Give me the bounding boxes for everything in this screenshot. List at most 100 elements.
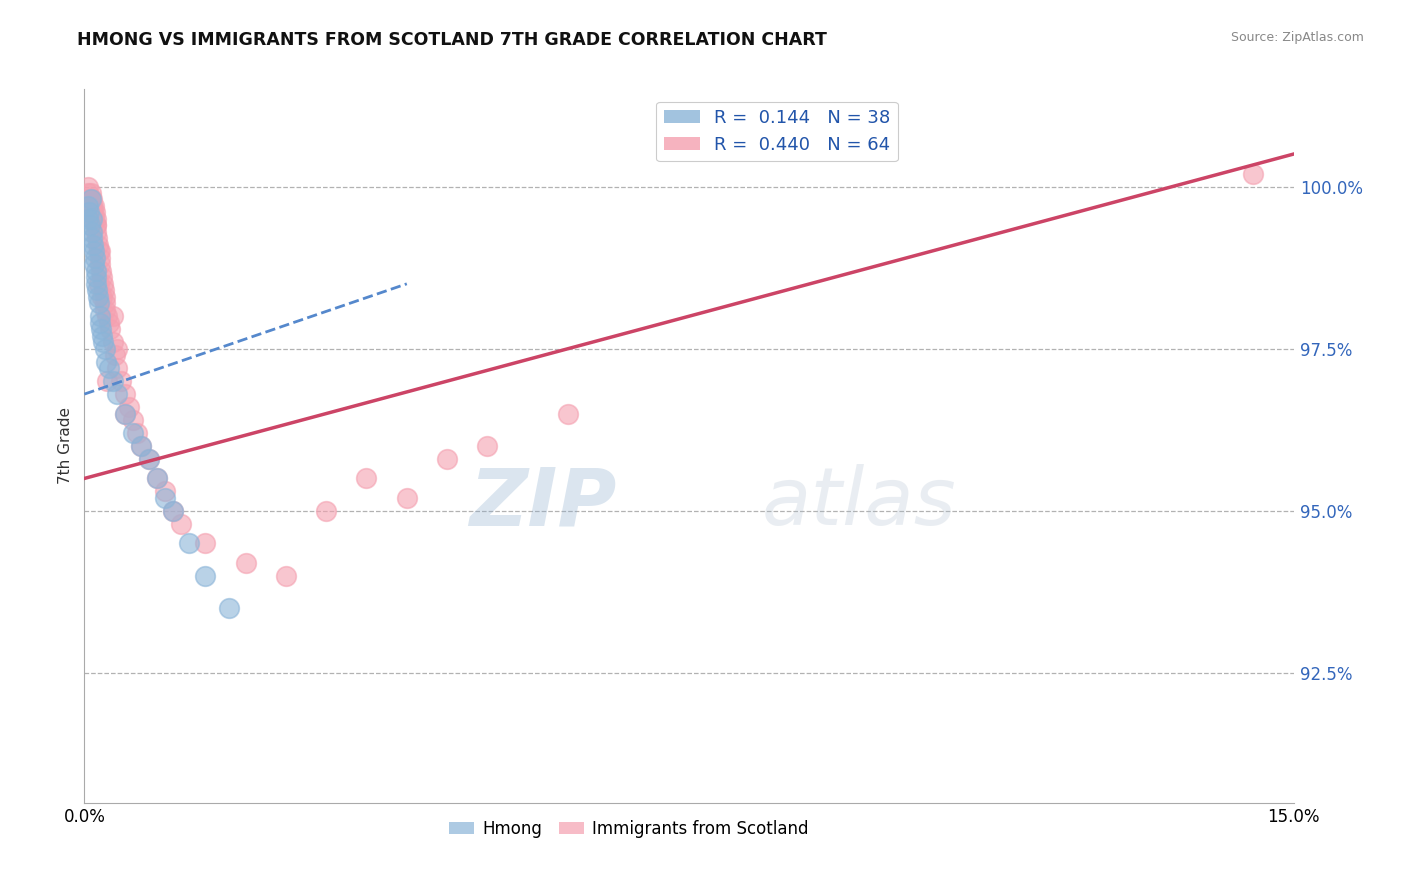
- Point: [90, 264, 112, 278]
- Point: [82, 199, 104, 213]
- Point: [110, 374, 132, 388]
- Point: [138, 452, 160, 467]
- Point: [121, 413, 143, 427]
- Point: [80, 186, 103, 200]
- Point: [77, 211, 100, 226]
- Point: [153, 491, 176, 505]
- Point: [118, 400, 141, 414]
- Point: [83, 257, 105, 271]
- Point: [94, 296, 117, 310]
- Point: [82, 205, 104, 219]
- Point: [91, 290, 114, 304]
- Point: [79, 199, 101, 213]
- Point: [89, 257, 111, 271]
- Point: [1241, 167, 1264, 181]
- Point: [146, 471, 169, 485]
- Point: [162, 504, 184, 518]
- Point: [87, 296, 110, 310]
- Point: [170, 516, 193, 531]
- Point: [80, 225, 103, 239]
- Point: [98, 322, 121, 336]
- Text: atlas: atlas: [762, 464, 956, 542]
- Point: [80, 193, 103, 207]
- Point: [89, 244, 111, 259]
- Point: [79, 219, 101, 233]
- Point: [77, 193, 100, 207]
- Point: [87, 244, 110, 259]
- Point: [129, 439, 152, 453]
- Point: [395, 491, 418, 505]
- Point: [91, 335, 114, 350]
- Point: [101, 335, 124, 350]
- Point: [89, 316, 111, 330]
- Point: [146, 471, 169, 485]
- Point: [138, 452, 160, 467]
- Point: [557, 407, 579, 421]
- Point: [77, 179, 100, 194]
- Point: [93, 290, 115, 304]
- Point: [86, 219, 108, 233]
- Point: [101, 310, 124, 324]
- Point: [77, 193, 100, 207]
- Point: [114, 407, 136, 421]
- Point: [235, 556, 257, 570]
- Point: [83, 211, 105, 226]
- Point: [87, 277, 110, 291]
- Point: [105, 342, 128, 356]
- Text: ZIP: ZIP: [470, 464, 616, 542]
- Point: [93, 342, 115, 356]
- Text: Source: ZipAtlas.com: Source: ZipAtlas.com: [1230, 31, 1364, 45]
- Legend: Hmong, Immigrants from Scotland: Hmong, Immigrants from Scotland: [441, 814, 815, 845]
- Point: [96, 374, 118, 388]
- Point: [83, 244, 105, 259]
- Point: [162, 504, 184, 518]
- Point: [86, 277, 108, 291]
- Point: [179, 536, 201, 550]
- Point: [87, 238, 110, 252]
- Point: [274, 568, 297, 582]
- Point: [86, 283, 108, 297]
- Point: [104, 348, 127, 362]
- Point: [97, 316, 120, 330]
- Point: [77, 186, 100, 200]
- Point: [91, 277, 114, 291]
- Point: [84, 264, 107, 278]
- Point: [80, 199, 103, 213]
- Point: [477, 439, 499, 453]
- Point: [86, 225, 108, 239]
- Point: [194, 536, 217, 550]
- Point: [82, 211, 104, 226]
- Point: [83, 251, 105, 265]
- Point: [91, 328, 114, 343]
- Point: [129, 439, 152, 453]
- Point: [86, 270, 108, 285]
- Point: [218, 601, 240, 615]
- Point: [89, 310, 111, 324]
- Point: [105, 387, 128, 401]
- Point: [153, 484, 176, 499]
- Point: [87, 290, 110, 304]
- Point: [125, 425, 148, 440]
- Point: [86, 231, 108, 245]
- Point: [84, 219, 107, 233]
- Point: [77, 205, 100, 219]
- Point: [93, 302, 115, 317]
- Point: [83, 205, 105, 219]
- Point: [101, 374, 124, 388]
- Point: [86, 211, 108, 226]
- Y-axis label: 7th Grade: 7th Grade: [58, 408, 73, 484]
- Point: [436, 452, 458, 467]
- Point: [89, 251, 111, 265]
- Point: [94, 354, 117, 368]
- Point: [90, 322, 112, 336]
- Point: [194, 568, 217, 582]
- Point: [80, 193, 103, 207]
- Point: [82, 231, 104, 245]
- Point: [91, 270, 114, 285]
- Text: HMONG VS IMMIGRANTS FROM SCOTLAND 7TH GRADE CORRELATION CHART: HMONG VS IMMIGRANTS FROM SCOTLAND 7TH GR…: [77, 31, 827, 49]
- Point: [114, 387, 136, 401]
- Point: [315, 504, 337, 518]
- Point: [97, 361, 120, 376]
- Point: [105, 361, 128, 376]
- Point: [82, 193, 104, 207]
